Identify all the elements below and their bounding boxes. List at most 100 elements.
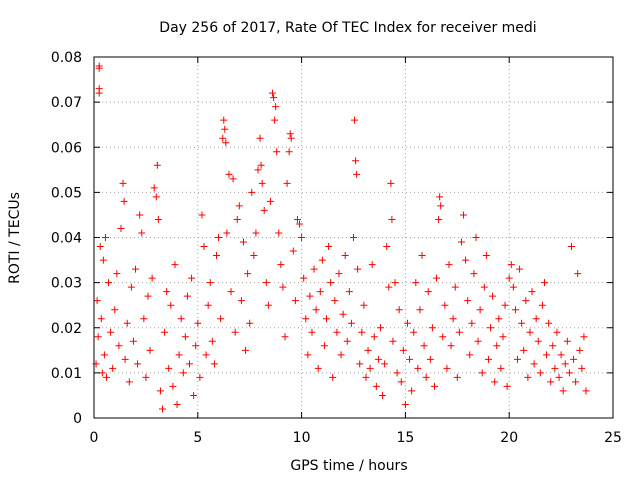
data-point (156, 387, 164, 395)
data-point (403, 319, 411, 327)
data-point (354, 265, 362, 273)
data-point (318, 256, 326, 264)
data-point (428, 324, 436, 332)
data-point (177, 315, 185, 323)
data-point (310, 265, 318, 273)
data-point (258, 179, 266, 187)
data-point (217, 315, 225, 323)
data-point (140, 315, 148, 323)
data-point (291, 297, 299, 305)
data-point (466, 351, 474, 359)
data-point (406, 355, 414, 363)
data-point (257, 161, 265, 169)
data-point (422, 373, 430, 381)
data-point (269, 89, 277, 97)
data-point (159, 405, 167, 413)
data-point (345, 288, 353, 296)
data-point (94, 333, 102, 341)
data-point (93, 297, 101, 305)
data-point (393, 369, 401, 377)
data-point (540, 279, 548, 287)
data-point (536, 369, 544, 377)
data-point (254, 166, 262, 174)
data-point (410, 328, 418, 336)
data-point (171, 261, 179, 269)
data-point (153, 161, 161, 169)
data-point (256, 134, 264, 142)
data-point (426, 355, 434, 363)
data-point (565, 369, 573, 377)
data-point (335, 270, 343, 278)
data-point (420, 342, 428, 350)
data-point (495, 315, 503, 323)
data-point (339, 310, 347, 318)
data-point (113, 270, 121, 278)
data-point (206, 279, 214, 287)
data-point (96, 243, 104, 251)
data-point (231, 328, 239, 336)
data-point (563, 337, 571, 345)
x-axis-label: GPS time / hours (290, 458, 407, 474)
data-point (561, 360, 569, 368)
data-point (175, 351, 183, 359)
data-point (194, 319, 202, 327)
data-point (306, 292, 314, 300)
data-point (395, 306, 403, 314)
data-point (557, 351, 565, 359)
data-point (364, 346, 372, 354)
data-point (229, 175, 237, 183)
data-point (227, 288, 235, 296)
data-point (543, 351, 551, 359)
data-point (173, 400, 181, 408)
data-point (221, 125, 229, 133)
data-point (165, 364, 173, 372)
data-point (283, 179, 291, 187)
grid-lines (94, 57, 613, 418)
data-point (329, 373, 337, 381)
data-point (511, 306, 519, 314)
data-point (436, 193, 444, 201)
y-tick-label: 0.07 (51, 95, 82, 111)
data-point (300, 274, 308, 282)
data-point (107, 328, 115, 336)
data-point (121, 355, 129, 363)
data-point (219, 134, 227, 142)
data-point (368, 261, 376, 269)
data-point (244, 270, 252, 278)
data-point (144, 292, 152, 300)
data-point (154, 215, 162, 223)
data-point (376, 324, 384, 332)
data-point (567, 243, 575, 251)
data-point (223, 229, 231, 237)
data-point (455, 328, 463, 336)
data-point (242, 346, 250, 354)
data-point (117, 224, 125, 232)
data-point (248, 188, 256, 196)
data-point (491, 378, 499, 386)
data-point (202, 351, 210, 359)
data-point (188, 274, 196, 282)
data-point (499, 333, 507, 341)
data-point (520, 346, 528, 354)
data-point (119, 179, 127, 187)
data-point (497, 364, 505, 372)
data-point (323, 315, 331, 323)
data-point (250, 252, 258, 260)
data-point (528, 288, 536, 296)
data-point (277, 261, 285, 269)
data-point (559, 387, 567, 395)
data-point (453, 373, 461, 381)
y-tick-label: 0.03 (51, 276, 82, 292)
data-point (146, 346, 154, 354)
data-point (366, 364, 374, 372)
data-point (385, 283, 393, 291)
data-point (578, 364, 586, 372)
data-point (430, 382, 438, 390)
data-point (370, 333, 378, 341)
data-point (210, 360, 218, 368)
data-point (353, 170, 361, 178)
data-point (514, 355, 522, 363)
data-point (222, 139, 230, 147)
data-point (200, 243, 208, 251)
